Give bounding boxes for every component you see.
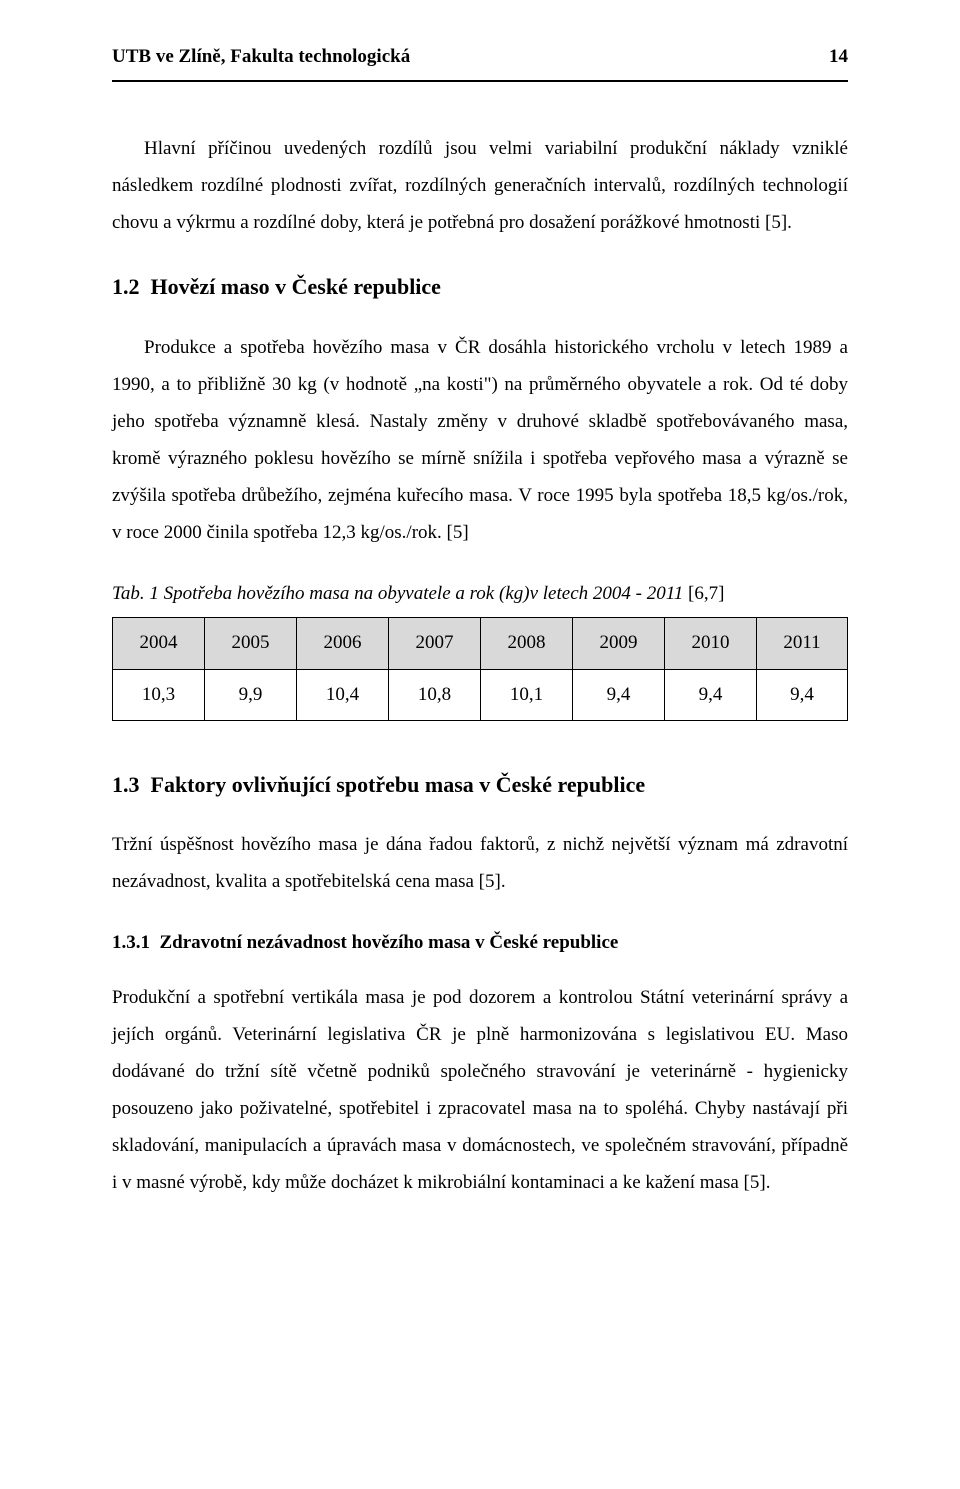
table-caption-ref: [6,7] — [683, 583, 724, 604]
table-caption-text: Tab. 1 Spotřeba hovězího masa na obyvate… — [112, 583, 683, 604]
table-header-cell: 2004 — [113, 618, 205, 669]
section-1-2-heading: 1.2 Hovězí maso v České republice — [112, 267, 848, 307]
section-1-2-paragraph: Produkce a spotřeba hovězího masa v ČR d… — [112, 329, 848, 551]
consumption-table: 2004 2005 2006 2007 2008 2009 2010 2011 … — [112, 617, 848, 720]
table-data-cell: 9,4 — [757, 669, 848, 720]
header-org: UTB ve Zlíně, Fakulta technologická — [112, 40, 410, 74]
table-data-cell: 9,4 — [573, 669, 665, 720]
section-1-3-1-heading: 1.3.1 Zdravotní nezávadnost hovězího mas… — [112, 926, 848, 960]
table-data-cell: 10,1 — [481, 669, 573, 720]
section-1-3-heading: 1.3 Faktory ovlivňující spotřebu masa v … — [112, 765, 848, 805]
table-header-cell: 2010 — [665, 618, 757, 669]
section-title: Hovězí maso v České republice — [151, 274, 441, 299]
section-number: 1.3 — [112, 772, 140, 797]
header-page-number: 14 — [829, 40, 848, 74]
table-data-cell: 10,4 — [297, 669, 389, 720]
table-data-cell: 9,9 — [205, 669, 297, 720]
section-number: 1.3.1 — [112, 932, 150, 953]
header-divider — [112, 80, 848, 82]
section-1-3-paragraph: Tržní úspěšnost hovězího masa je dána řa… — [112, 826, 848, 900]
table-data-cell: 9,4 — [665, 669, 757, 720]
table-header-cell: 2009 — [573, 618, 665, 669]
table-header-cell: 2005 — [205, 618, 297, 669]
table-header-cell: 2011 — [757, 618, 848, 669]
table-data-cell: 10,3 — [113, 669, 205, 720]
table-header-row: 2004 2005 2006 2007 2008 2009 2010 2011 — [113, 618, 848, 669]
intro-paragraph: Hlavní příčinou uvedených rozdílů jsou v… — [112, 130, 848, 241]
page-header: UTB ve Zlíně, Fakulta technologická 14 — [112, 40, 848, 74]
table-header-cell: 2008 — [481, 618, 573, 669]
section-number: 1.2 — [112, 274, 140, 299]
section-title: Faktory ovlivňující spotřebu masa v Česk… — [151, 772, 646, 797]
table-caption: Tab. 1 Spotřeba hovězího masa na obyvate… — [112, 577, 848, 611]
table-data-cell: 10,8 — [389, 669, 481, 720]
section-1-3-1-paragraph: Produkční a spotřební vertikála masa je … — [112, 979, 848, 1201]
section-title: Zdravotní nezávadnost hovězího masa v Če… — [160, 932, 619, 953]
table-header-cell: 2006 — [297, 618, 389, 669]
table-header-cell: 2007 — [389, 618, 481, 669]
table-data-row: 10,3 9,9 10,4 10,8 10,1 9,4 9,4 9,4 — [113, 669, 848, 720]
